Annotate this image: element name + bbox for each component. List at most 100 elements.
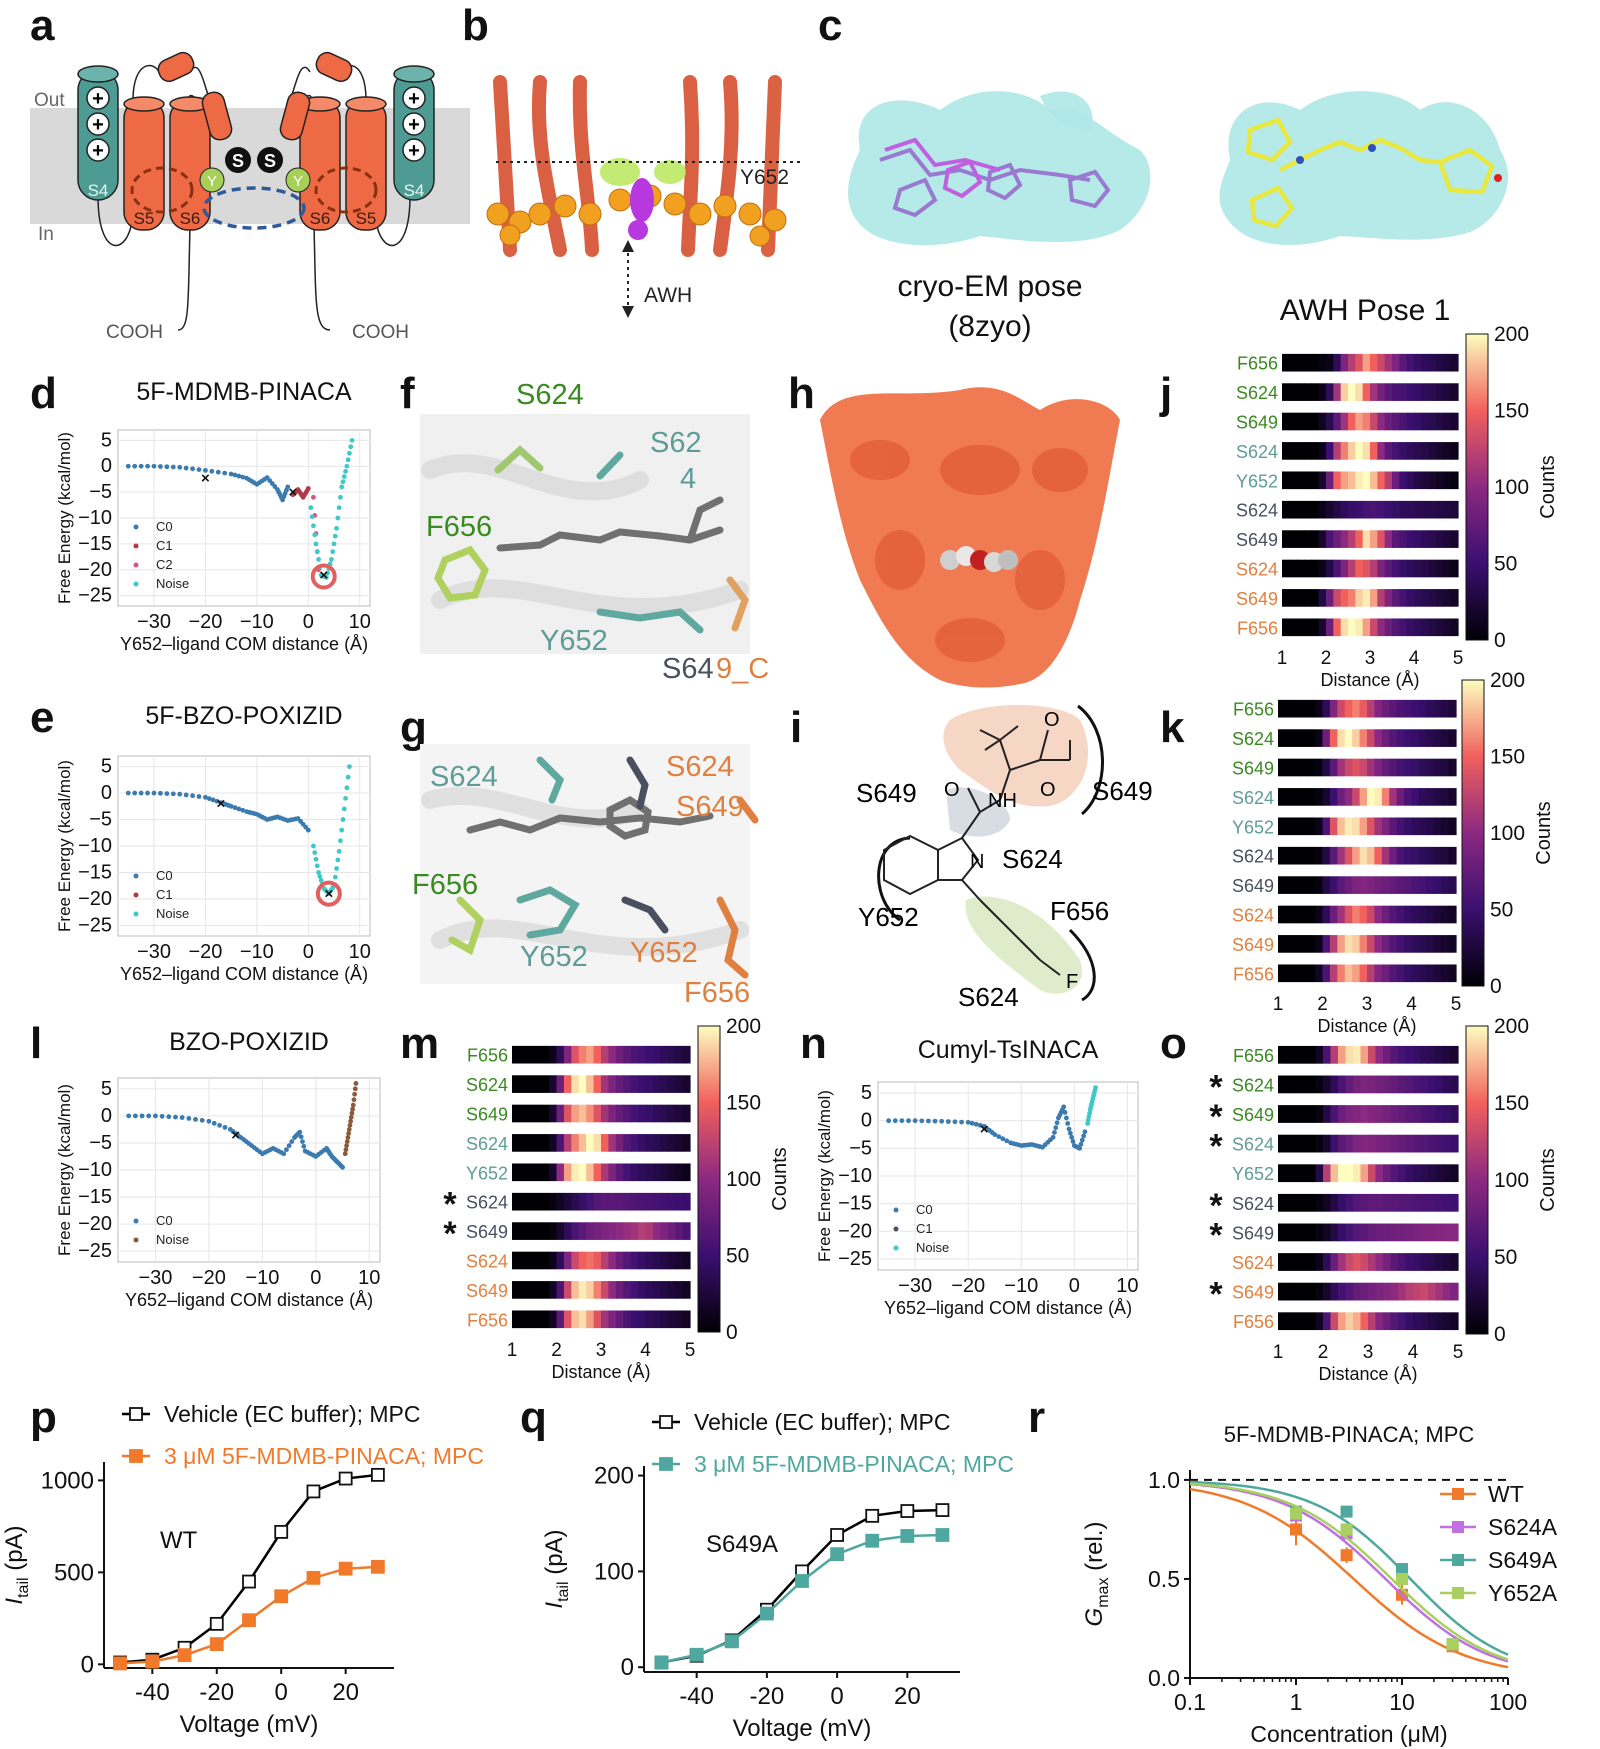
heatmap-cell — [667, 1075, 676, 1093]
y-tick-label: −20 — [838, 1220, 872, 1242]
x-axis-label: Distance (Å) — [1318, 1364, 1417, 1384]
heatmap-cell — [1418, 846, 1427, 865]
data-point — [352, 1091, 358, 1097]
heatmap-cell — [1433, 846, 1442, 865]
heatmap-cell — [608, 1134, 617, 1152]
heatmap-cell — [1436, 589, 1444, 607]
heatmap-cell — [578, 1134, 587, 1152]
legend-marker — [133, 892, 139, 898]
heatmap-cell — [1296, 353, 1305, 372]
heatmap-cell — [1308, 1075, 1317, 1094]
row-label: S624 — [1232, 1075, 1274, 1095]
heatmap-cell — [1368, 1312, 1377, 1331]
row-label: S649 — [1232, 759, 1274, 779]
heatmap-cell — [1359, 699, 1368, 718]
heatmap-cell — [1390, 1164, 1399, 1183]
heatmap-cell — [1443, 559, 1452, 578]
heatmap-cell — [1370, 353, 1378, 372]
y-tick-label: 0.0 — [1148, 1665, 1180, 1691]
heatmap-cell — [1370, 442, 1378, 460]
heatmap-cell — [1418, 817, 1427, 836]
data-point — [830, 1547, 845, 1562]
heatmap-cell — [1396, 935, 1405, 953]
skeleton — [883, 725, 1071, 976]
row-label: F656 — [467, 1046, 508, 1066]
heatmap-cell — [1285, 935, 1294, 953]
heatmap-cell — [1300, 1223, 1309, 1242]
heatmap-cell — [1392, 589, 1400, 607]
heatmap-cell — [1398, 1105, 1407, 1123]
data-point — [935, 1503, 950, 1517]
heatmap-cell — [1435, 1312, 1444, 1331]
legend-marker — [133, 911, 139, 917]
x-tick-label: 0 — [275, 1679, 288, 1706]
heatmap-cell — [1374, 964, 1383, 983]
heatmap-cell — [1450, 1164, 1459, 1183]
heatmap-cell — [1359, 935, 1368, 953]
heatmap-cell — [1329, 729, 1338, 747]
heatmap-cell — [519, 1163, 528, 1182]
heatmap-cell — [1315, 876, 1324, 894]
heatmap-cell — [1308, 1105, 1317, 1123]
data-point — [132, 1113, 138, 1119]
heatmap-cell — [601, 1222, 610, 1240]
heatmap-cell — [512, 1192, 521, 1211]
data-point — [177, 1648, 192, 1663]
heatmap-cell — [630, 1134, 639, 1152]
data-point — [343, 795, 348, 801]
heatmap-cell — [623, 1075, 632, 1093]
heatmap-cell — [1370, 559, 1378, 578]
heatmap-cell — [1405, 1045, 1414, 1064]
heatmap-cell — [1311, 530, 1320, 548]
legend-marker — [133, 1237, 139, 1243]
heatmap-cell — [1296, 383, 1305, 401]
heatmap-cell — [556, 1251, 565, 1270]
heatmap-cell — [534, 1163, 543, 1182]
heatmap-cell — [1292, 817, 1301, 836]
data-point — [349, 437, 355, 443]
y652-label: Y652 — [858, 902, 919, 932]
heatmap-cell — [1362, 353, 1371, 372]
data-point — [236, 806, 242, 812]
heatmap-cell — [1428, 1045, 1437, 1064]
heatmap-cell — [1293, 1105, 1302, 1123]
heatmap-cell — [1384, 618, 1393, 637]
heatmap-cell — [1318, 471, 1327, 490]
heatmap-cell — [1414, 530, 1422, 548]
data-point — [1396, 1563, 1408, 1576]
heatmap-cell — [1436, 442, 1444, 460]
heatmap-cell — [1326, 353, 1334, 372]
serine-label: S — [264, 151, 276, 171]
row-label: S624 — [1236, 501, 1278, 521]
heatmap-cell — [526, 1310, 535, 1329]
heatmap-cell — [1411, 876, 1420, 894]
heatmap-cell — [1333, 530, 1342, 548]
colorbar-tick: 0 — [1494, 1323, 1506, 1346]
y-axis-label: Free Energy (kcal/mol) — [55, 760, 74, 932]
heatmap-cell — [1300, 1193, 1309, 1212]
heatmap-cell — [1367, 699, 1376, 718]
heatmap-cell — [1433, 729, 1442, 747]
data-point — [173, 1114, 178, 1120]
pocket-outlines — [877, 704, 1104, 1002]
heatmap-cell — [1344, 817, 1353, 836]
y-axis-label-main: I — [541, 1602, 568, 1609]
heatmap-cell — [1390, 1312, 1399, 1331]
data-point — [313, 541, 319, 547]
heatmap-cell — [563, 1045, 572, 1064]
plus-icon: + — [408, 88, 420, 110]
heatmap-cell — [1318, 412, 1327, 431]
heatmap-cell — [1399, 559, 1408, 578]
heatmap-cell — [534, 1222, 543, 1240]
heatmap-cell — [1300, 729, 1309, 747]
heatmap-cell — [1404, 699, 1413, 718]
data-point — [892, 1118, 898, 1124]
heatmap-cell — [1433, 817, 1442, 836]
heatmap-cell — [1282, 471, 1290, 490]
data-point — [330, 549, 336, 555]
heatmap-cell — [1404, 758, 1413, 777]
heatmap-cell — [1374, 699, 1383, 718]
heatmap-cell — [556, 1045, 565, 1064]
heatmap-cell — [1330, 1253, 1339, 1271]
heatmap-cell — [1289, 530, 1298, 548]
